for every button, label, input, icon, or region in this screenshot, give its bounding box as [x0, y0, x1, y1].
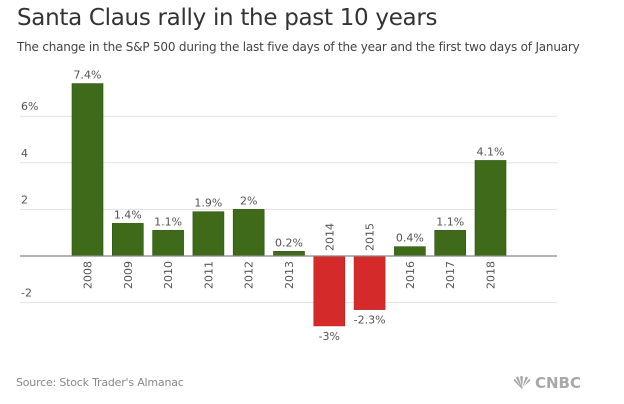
y-tick-label: 4 [21, 147, 28, 160]
value-label-2015: -2.3% [354, 314, 386, 327]
value-label-2018: 4.1% [477, 145, 505, 158]
source-note: Source: Stock Trader's Almanac [16, 376, 184, 389]
value-label-2017: 1.1% [436, 215, 464, 228]
bar-2010 [152, 230, 184, 257]
bar-2013 [273, 251, 305, 257]
value-label-2009: 1.4% [114, 208, 142, 221]
chart-title: Santa Claus rally in the past 10 years [17, 5, 438, 31]
category-label-2017: 2017 [444, 261, 457, 289]
category-label-2010: 2010 [162, 261, 175, 289]
category-label-2008: 2008 [82, 261, 95, 289]
y-tick-label: 6% [21, 100, 38, 113]
value-label-2008: 7.4% [74, 69, 102, 82]
category-label-2014: 2014 [323, 223, 336, 251]
nbc-peacock-icon [513, 376, 531, 389]
bar-2014 [313, 255, 346, 327]
cnbc-logo-text: CNBC [535, 374, 582, 392]
category-label-2011: 2011 [202, 261, 215, 289]
y-tick-label: -2 [21, 287, 32, 300]
chart-subtitle: The change in the S&P 500 during the las… [17, 40, 580, 54]
category-label-2015: 2015 [364, 223, 377, 251]
bar-2008 [71, 83, 104, 257]
value-label-2012: 2% [240, 194, 257, 207]
bar-2012 [232, 209, 265, 257]
category-label-2018: 2018 [485, 261, 498, 289]
category-label-2013: 2013 [283, 261, 296, 289]
bar-2011 [192, 211, 225, 257]
value-label-2016: 0.4% [396, 232, 424, 245]
y-tick-label: 2 [21, 193, 28, 206]
category-label-2012: 2012 [243, 261, 256, 289]
value-label-2013: 0.2% [275, 236, 303, 249]
bars [71, 83, 507, 327]
gridlines [20, 115, 557, 304]
category-label-2009: 2009 [122, 261, 135, 289]
labels: 6% 4 2 -2 7.4% 2008 1.4% 2009 1.1% 2010 1.9% 2011 2%… [21, 69, 504, 343]
bar-2017 [434, 230, 467, 257]
value-label-2011: 1.9% [194, 197, 222, 210]
bar-2009 [112, 223, 144, 257]
bar-2015 [353, 255, 386, 310]
cnbc-logo: CNBC [512, 374, 581, 392]
value-label-2014: -3% [319, 330, 340, 343]
bar-2018 [474, 160, 507, 257]
category-label-2016: 2016 [404, 261, 417, 289]
bar-chart: 6% 4 2 -2 7.4% 2008 1.4% 2009 1.1% 2010 1.9% 2011 2%… [20, 69, 557, 343]
value-label-2010: 1.1% [154, 215, 182, 228]
bar-2016 [394, 246, 426, 257]
